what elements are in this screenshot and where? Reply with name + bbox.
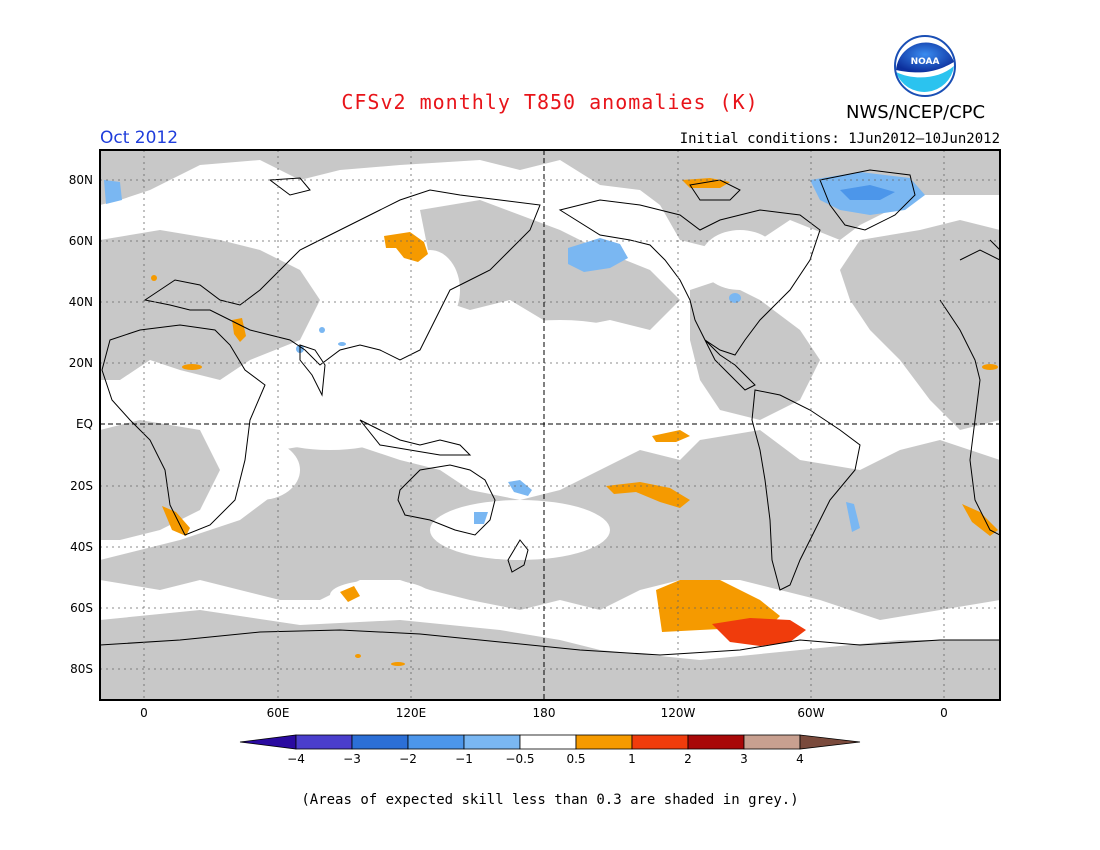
colorbar-label: 3: [740, 752, 748, 766]
lat-label: 80N: [69, 173, 93, 187]
colorbar-labels: −4 −3 −2 −1 −0.5 0.5 1 2 3 4: [287, 752, 804, 766]
latitude-labels: 80N 60N 40N 20N EQ 20S 40S 60S 80S: [69, 173, 93, 676]
colorbar-swatch: [407, 734, 465, 750]
colorbar-swatch: [575, 734, 633, 750]
chart-title: CFSv2 monthly T850 anomalies (K): [341, 90, 759, 114]
lat-label: 60S: [70, 601, 93, 615]
colorbar-swatch: [743, 734, 801, 750]
agency-label: NWS/NCEP/CPC: [846, 102, 986, 123]
colorbar-label: 4: [796, 752, 804, 766]
colorbar-label: 1: [628, 752, 636, 766]
colorbar: [239, 734, 861, 750]
lon-label: 0: [940, 706, 948, 720]
negative-anomalies: [104, 172, 925, 532]
colorbar-label: −1: [455, 752, 473, 766]
lat-label: 20N: [69, 356, 93, 370]
forecast-month-label: Oct 2012: [100, 128, 179, 148]
lat-label: 40S: [70, 540, 93, 554]
colorbar-arrow-right: [799, 734, 861, 750]
coastlines: [100, 169, 1000, 656]
colorbar-label: 0.5: [566, 752, 585, 766]
lat-label: 40N: [69, 295, 93, 309]
lon-label: 60E: [267, 706, 290, 720]
lat-label: EQ: [76, 417, 93, 431]
colorbar-label: 2: [684, 752, 692, 766]
noaa-logo-text: NOAA: [911, 57, 940, 67]
lon-label: 0: [140, 706, 148, 720]
colorbar-label: −3: [343, 752, 361, 766]
colorbar-swatch: [519, 734, 577, 750]
longitude-labels: 0 60E 120E 180 120W 60W 0: [140, 706, 948, 720]
colorbar-label: −4: [287, 752, 305, 766]
colorbar-swatch: [351, 734, 409, 750]
skill-footnote: (Areas of expected skill less than 0.3 a…: [301, 792, 799, 808]
colorbar-swatch: [463, 734, 521, 750]
equator-dateline: [100, 150, 1000, 700]
colorbar-swatch: [295, 734, 353, 750]
colorbar-arrow-left: [239, 734, 297, 750]
colorbar-swatch: [687, 734, 745, 750]
skillful-regions: [220, 230, 780, 640]
lon-label: 180: [533, 706, 556, 720]
lon-label: 60W: [797, 706, 824, 720]
map-gridlines: [100, 150, 1000, 700]
lat-label: 60N: [69, 234, 93, 248]
noaa-logo: NOAA: [894, 35, 956, 97]
colorbar-label: −0.5: [505, 752, 534, 766]
initial-conditions-label: Initial conditions: 1Jun2012–10Jun2012: [679, 131, 1000, 147]
colorbar-swatch: [631, 734, 689, 750]
lat-label: 20S: [70, 479, 93, 493]
lon-label: 120W: [661, 706, 696, 720]
map-layers: [100, 150, 1000, 700]
colorbar-label: −2: [399, 752, 417, 766]
map-frame: [99, 149, 1001, 701]
lat-label: 80S: [70, 662, 93, 676]
lon-label: 120E: [396, 706, 427, 720]
